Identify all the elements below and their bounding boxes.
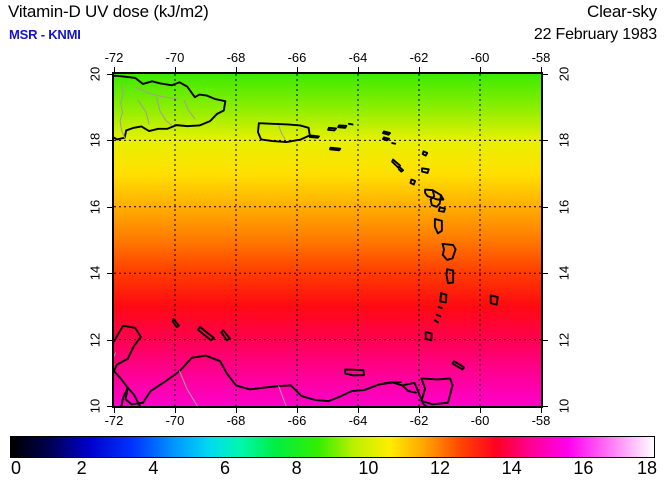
tick-mark-lon-bottom [297, 408, 298, 413]
colorbar-tick-label: 2 [76, 458, 87, 478]
axis-label-lat-left: 10 [87, 398, 103, 414]
axis-label-lat-left: 12 [87, 332, 103, 347]
axis-label-lon-bottom: -66 [287, 413, 307, 428]
tick-mark-lon-bottom [114, 408, 115, 413]
axis-label-lon-bottom: -70 [165, 413, 185, 428]
tick-mark-lat-left [107, 273, 112, 275]
tick-mark-lat-left [107, 74, 112, 75]
tick-mark-lon-top [114, 67, 115, 72]
tick-mark-lon-bottom [175, 408, 176, 413]
tick-mark-lon-top [297, 67, 298, 72]
tick-mark-lon-top [358, 67, 359, 72]
tick-mark-lat-right [543, 206, 548, 208]
axis-label-lat-right: 20 [556, 66, 572, 82]
page-title: Vitamin-D UV dose (kJ/m2) [8, 2, 209, 21]
tick-mark-lon-bottom [236, 408, 237, 413]
sky-condition-label: Clear-sky [587, 2, 657, 21]
colorbar-tick-label: 12 [429, 458, 451, 478]
axis-label-lat-left: 20 [87, 66, 103, 82]
tick-mark-lon-bottom [480, 408, 481, 413]
colorbar-tick-label: 14 [501, 458, 522, 478]
tick-mark-lat-right [543, 74, 548, 75]
axis-label-lat-right: 18 [556, 133, 572, 148]
tick-mark-lon-bottom [358, 408, 359, 413]
colorbar-tick-label: 0 [10, 458, 22, 478]
axis-label-lat-right: 16 [556, 199, 572, 215]
axis-label-lat-right: 12 [556, 332, 572, 347]
axis-label-lat-left: 14 [87, 265, 103, 281]
tick-mark-lon-bottom [419, 408, 420, 413]
axis-label-lon-bottom: -60 [470, 413, 490, 428]
axis-label-lon-bottom: -68 [226, 413, 246, 428]
axis-label-lon-bottom: -64 [348, 413, 368, 428]
tick-mark-lat-right [543, 406, 548, 407]
date-label: 22 February 1983 [533, 26, 657, 43]
colorbar [10, 436, 655, 458]
axis-label-lon-bottom: -58 [531, 413, 551, 428]
colorbar-tick-label: 4 [148, 458, 159, 478]
axis-label-lon-top: -68 [226, 50, 246, 65]
axis-label-lon-top: -64 [348, 50, 368, 65]
tick-mark-lon-top [236, 67, 237, 72]
axis-label-lon-top: -66 [287, 50, 307, 65]
tick-mark-lat-right [543, 339, 548, 341]
tick-mark-lon-top [175, 67, 176, 72]
source-attribution: MSR - KNMI [9, 27, 81, 42]
axis-label-lat-left: 18 [87, 133, 103, 148]
tick-mark-lat-left [107, 339, 112, 341]
axis-label-lat-right: 10 [556, 398, 572, 414]
axis-label-lat-left: 16 [87, 199, 103, 215]
colorbar-tick-label: 6 [219, 458, 231, 478]
map-plot-area [112, 72, 543, 408]
uv-dose-heatmap-field [114, 74, 541, 406]
tick-mark-lat-right [543, 273, 548, 275]
axis-label-lon-top: -62 [409, 50, 429, 65]
tick-mark-lon-bottom [541, 408, 542, 413]
tick-mark-lon-top [480, 67, 481, 72]
axis-label-lat-right: 14 [556, 265, 572, 281]
colorbar-tick-label: 18 [636, 458, 658, 478]
tick-mark-lat-left [107, 406, 112, 407]
tick-mark-lat-right [543, 140, 548, 142]
tick-mark-lon-top [541, 67, 542, 72]
colorbar-tick-label: 8 [291, 458, 302, 478]
colorbar-tick-label: 16 [573, 458, 594, 478]
axis-label-lon-bottom: -72 [104, 413, 124, 428]
axis-label-lon-bottom: -62 [409, 413, 429, 428]
tick-mark-lat-left [107, 140, 112, 142]
colorbar-gradient [10, 436, 655, 458]
colorbar-tick-label: 10 [358, 458, 379, 478]
tick-mark-lon-top [419, 67, 420, 72]
axis-label-lon-top: -60 [470, 50, 490, 65]
axis-label-lon-top: -58 [531, 50, 551, 65]
axis-label-lon-top: -70 [165, 50, 185, 65]
tick-mark-lat-left [107, 206, 112, 208]
axis-label-lon-top: -72 [104, 50, 124, 65]
